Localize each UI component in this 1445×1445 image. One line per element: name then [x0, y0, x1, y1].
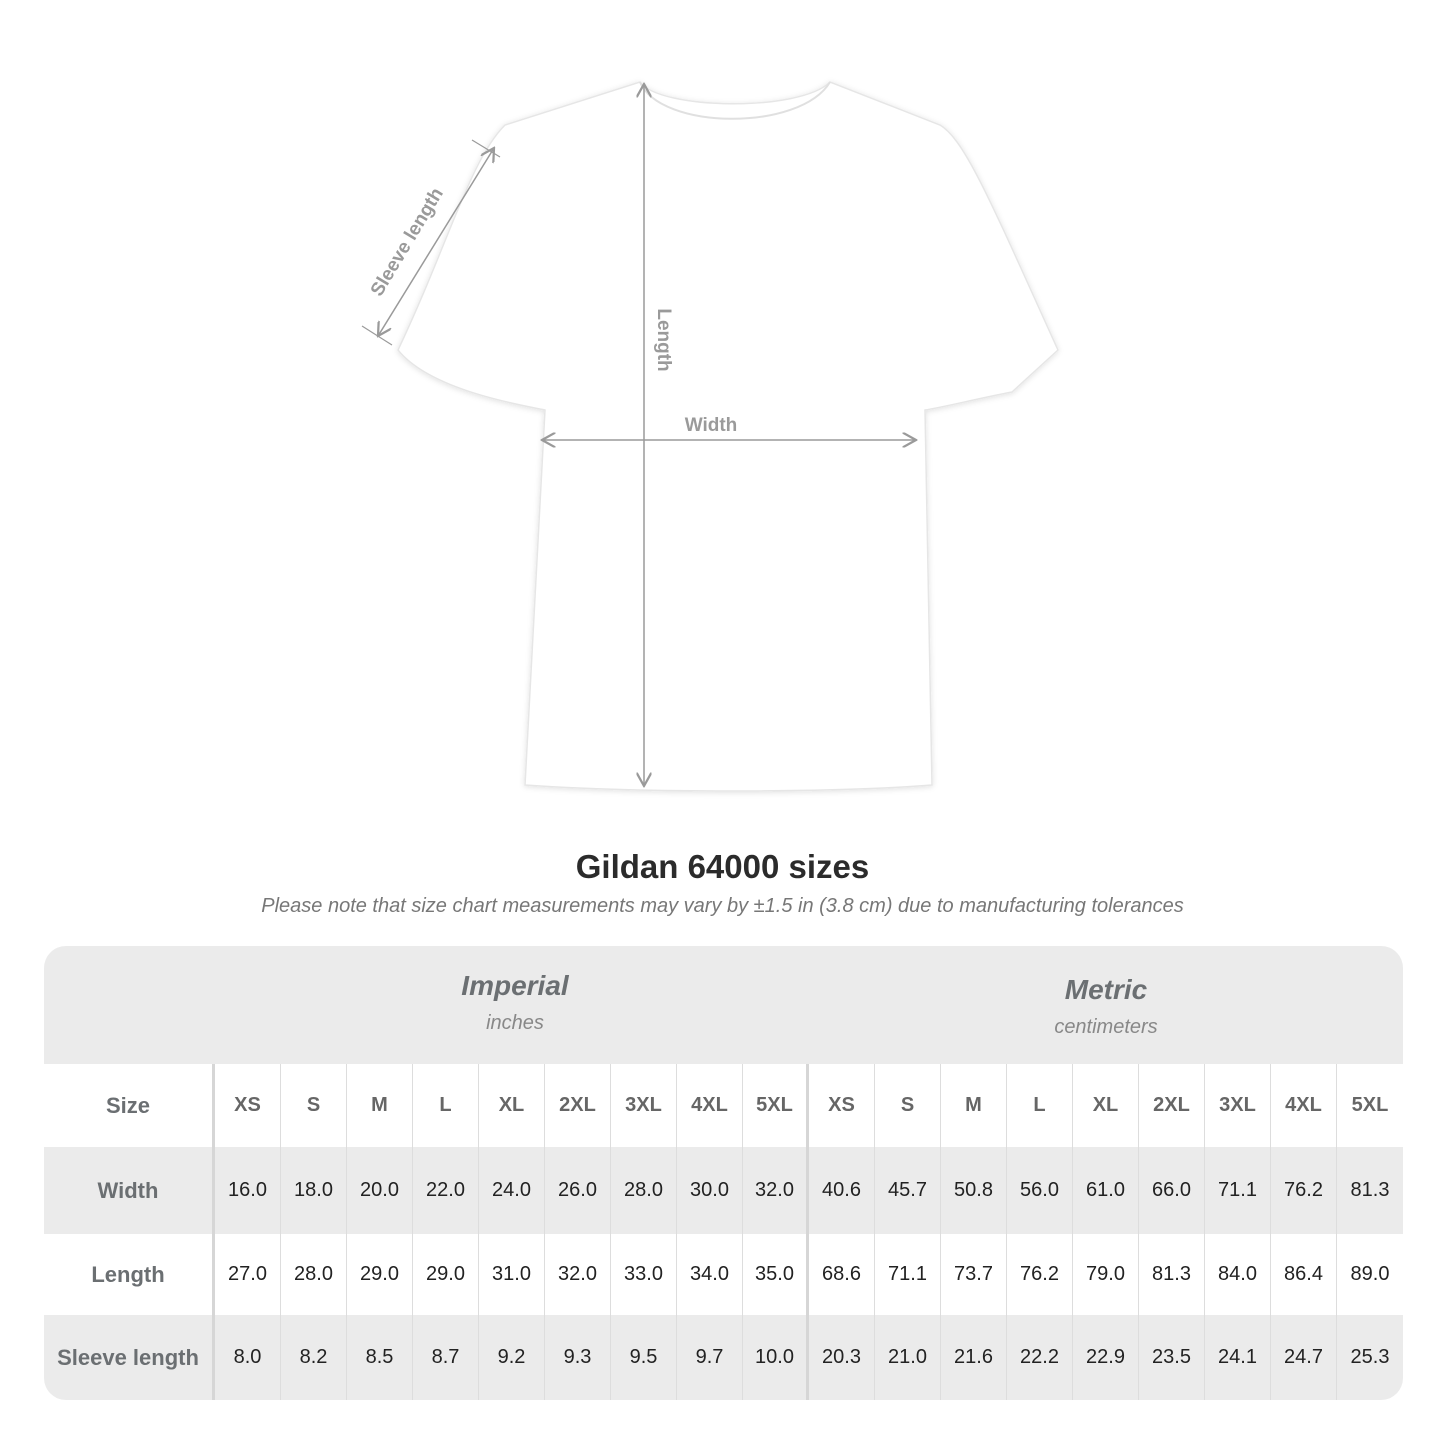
size-header-cell: L: [1007, 1064, 1073, 1147]
size-header-cell: M: [941, 1064, 1007, 1147]
size-header-cell: XL: [479, 1064, 545, 1147]
size-header-cell: XS: [215, 1064, 281, 1147]
value-cell: 22.2: [1007, 1315, 1073, 1400]
value-cell: 9.7: [677, 1315, 743, 1400]
value-cell: 9.5: [611, 1315, 677, 1400]
size-header-cell: 3XL: [1205, 1064, 1271, 1147]
size-header-row: Size XS S M L XL 2XL 3XL 4XL 5XL XS S M L XL 2XL 3XL 4XL 5…: [44, 1064, 1403, 1147]
value-cell: 8.0: [215, 1315, 281, 1400]
value-cell: 68.6: [809, 1234, 875, 1315]
value-cell: 45.7: [875, 1147, 941, 1234]
value-cell: 34.0: [677, 1234, 743, 1315]
size-header-cell: 2XL: [545, 1064, 611, 1147]
value-cell: 71.1: [1205, 1147, 1271, 1234]
size-header-cell: 2XL: [1139, 1064, 1205, 1147]
page-title: Gildan 64000 sizes: [575, 848, 870, 885]
value-cell: 9.3: [545, 1315, 611, 1400]
value-cell: 40.6: [809, 1147, 875, 1234]
value-cell: 21.6: [941, 1315, 1007, 1400]
imperial-header: Imperial inches: [215, 970, 815, 1035]
value-cell: 32.0: [545, 1234, 611, 1315]
table-row: Width 16.0 18.0 20.0 22.0 24.0 26.0 28.0 30.0 32.…: [44, 1147, 1403, 1234]
metric-header: Metric centimeters: [809, 974, 1403, 1039]
value-cell: 56.0: [1007, 1147, 1073, 1234]
value-cell: 24.1: [1205, 1315, 1271, 1400]
tshirt-shape: [397, 81, 1059, 792]
value-cell: 18.0: [281, 1147, 347, 1234]
size-header-cell: S: [875, 1064, 941, 1147]
size-header-cell: M: [347, 1064, 413, 1147]
table-row: Sleeve length 8.0 8.2 8.5 8.7 9.2 9.3 9.5 9.7 10.…: [44, 1315, 1403, 1400]
value-cell: 86.4: [1271, 1234, 1337, 1315]
size-table: Imperial inches Metric centimeters Size X…: [44, 946, 1403, 1400]
value-cell: 50.8: [941, 1147, 1007, 1234]
row-label: Width: [44, 1147, 215, 1234]
value-cell: 24.7: [1271, 1315, 1337, 1400]
value-cell: 81.3: [1139, 1234, 1205, 1315]
value-cell: 25.3: [1350, 1346, 1390, 1368]
table-row: Length 27.0 28.0 29.0 29.0 31.0 32.0 33.0 34.0 35…: [44, 1234, 1403, 1315]
value-cell: 89.0: [1350, 1263, 1390, 1285]
size-header-cell: S: [281, 1064, 347, 1147]
size-header-cell: XS: [809, 1064, 875, 1147]
value-cell: 73.7: [941, 1234, 1007, 1315]
value-cell: 8.7: [413, 1315, 479, 1400]
size-header-cell: 5XL: [1351, 1094, 1389, 1116]
value-cell: 8.5: [347, 1315, 413, 1400]
size-header-cell: 4XL: [1271, 1064, 1337, 1147]
size-header-cell: 4XL: [677, 1064, 743, 1147]
size-header-cell: XL: [1073, 1064, 1139, 1147]
imperial-title: Imperial: [461, 970, 569, 1001]
value-cell: 20.3: [809, 1315, 875, 1400]
value-cell: 33.0: [611, 1234, 677, 1315]
value-cell: 10.0: [743, 1315, 809, 1400]
size-header-cell: 5XL: [743, 1064, 809, 1147]
value-cell: 35.0: [743, 1234, 809, 1315]
value-cell: 23.5: [1139, 1315, 1205, 1400]
tshirt-diagram: Sleeve length Length Width: [361, 81, 1059, 792]
value-cell: 31.0: [479, 1234, 545, 1315]
tolerance-note: Please note that size chart measurements…: [261, 895, 1184, 917]
value-cell: 32.0: [743, 1147, 809, 1234]
value-cell: 29.0: [413, 1234, 479, 1315]
value-cell: 76.2: [1271, 1147, 1337, 1234]
value-cell: 24.0: [479, 1147, 545, 1234]
value-cell: 29.0: [347, 1234, 413, 1315]
length-label: Length: [653, 308, 674, 371]
metric-title: Metric: [1064, 974, 1148, 1005]
sleeve-length-line: [378, 148, 494, 336]
value-cell: 61.0: [1073, 1147, 1139, 1234]
width-label: Width: [685, 415, 738, 436]
value-cell: 66.0: [1139, 1147, 1205, 1234]
value-cell: 71.1: [875, 1234, 941, 1315]
value-cell: 9.2: [479, 1315, 545, 1400]
value-cell: 22.0: [413, 1147, 479, 1234]
value-cell: 26.0: [545, 1147, 611, 1234]
value-cell: 30.0: [677, 1147, 743, 1234]
metric-unit: centimeters: [1054, 1016, 1158, 1038]
row-label: Sleeve length: [44, 1315, 215, 1400]
value-cell: 28.0: [611, 1147, 677, 1234]
value-cell: 81.3: [1350, 1179, 1390, 1201]
value-cell: 20.0: [347, 1147, 413, 1234]
size-header-cell: 3XL: [611, 1064, 677, 1147]
value-cell: 16.0: [215, 1147, 281, 1234]
value-cell: 76.2: [1007, 1234, 1073, 1315]
value-cell: 8.2: [281, 1315, 347, 1400]
imperial-unit: inches: [486, 1012, 544, 1034]
value-cell: 21.0: [875, 1315, 941, 1400]
row-label: Size: [44, 1064, 215, 1147]
row-label: Length: [44, 1234, 215, 1315]
value-cell: 84.0: [1205, 1234, 1271, 1315]
value-cell: 27.0: [215, 1234, 281, 1315]
size-header-cell: L: [413, 1064, 479, 1147]
value-cell: 79.0: [1073, 1234, 1139, 1315]
value-cell: 28.0: [281, 1234, 347, 1315]
value-cell: 22.9: [1073, 1315, 1139, 1400]
